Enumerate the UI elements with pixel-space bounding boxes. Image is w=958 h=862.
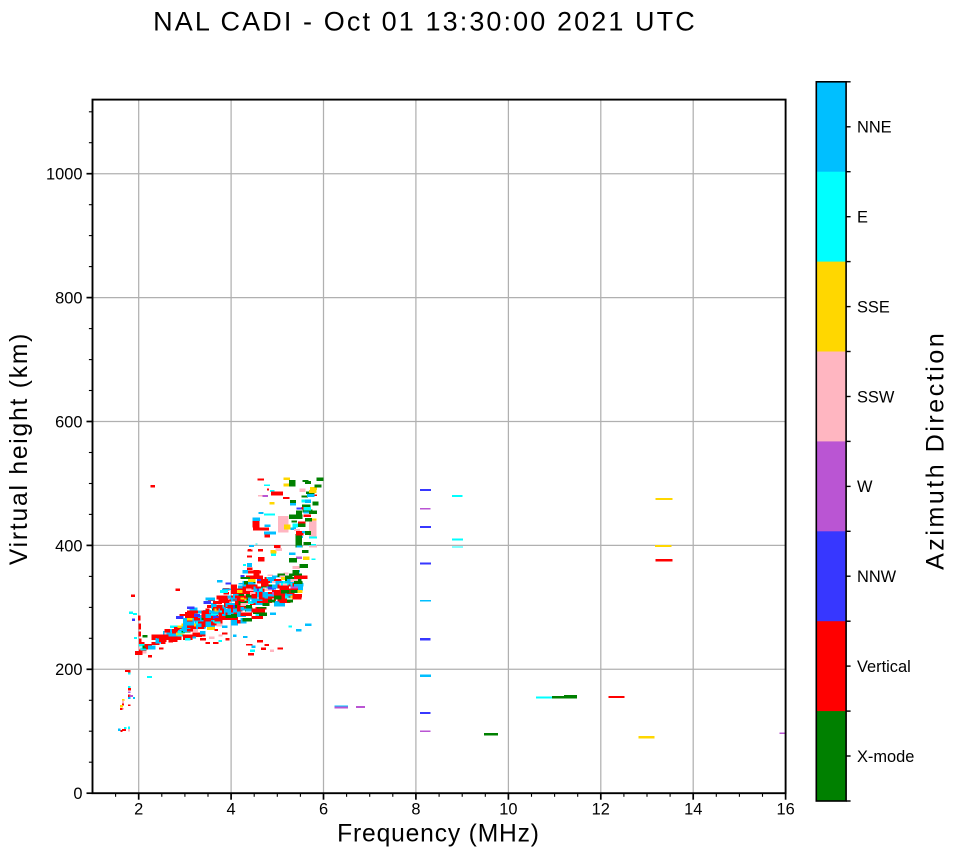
svg-text:8: 8: [411, 801, 420, 819]
svg-text:Virtual height (km): Virtual height (km): [6, 332, 33, 565]
svg-text:E: E: [857, 209, 868, 227]
svg-text:SSE: SSE: [857, 298, 890, 316]
svg-text:NAL CADI - Oct 01 13:30:00 202: NAL CADI - Oct 01 13:30:00 2021 UTC: [153, 7, 697, 37]
svg-text:14: 14: [684, 801, 702, 819]
svg-text:200: 200: [55, 661, 82, 679]
svg-text:4: 4: [227, 801, 236, 819]
svg-text:6: 6: [319, 801, 328, 819]
svg-text:Vertical: Vertical: [857, 658, 911, 676]
svg-text:NNW: NNW: [857, 568, 897, 586]
svg-text:12: 12: [592, 801, 610, 819]
svg-text:W: W: [857, 478, 873, 496]
svg-text:800: 800: [55, 290, 82, 308]
svg-text:SSW: SSW: [857, 388, 895, 406]
svg-text:1000: 1000: [46, 166, 82, 184]
svg-text:Frequency (MHz): Frequency (MHz): [337, 821, 540, 848]
svg-text:NNE: NNE: [857, 119, 892, 137]
svg-text:16: 16: [776, 801, 794, 819]
svg-text:2: 2: [134, 801, 143, 819]
svg-text:0: 0: [73, 785, 82, 803]
svg-text:Azimuth Direction: Azimuth Direction: [921, 331, 949, 570]
svg-text:X-mode: X-mode: [857, 748, 914, 766]
svg-text:10: 10: [499, 801, 517, 819]
svg-text:400: 400: [55, 537, 82, 555]
svg-text:600: 600: [55, 413, 82, 431]
